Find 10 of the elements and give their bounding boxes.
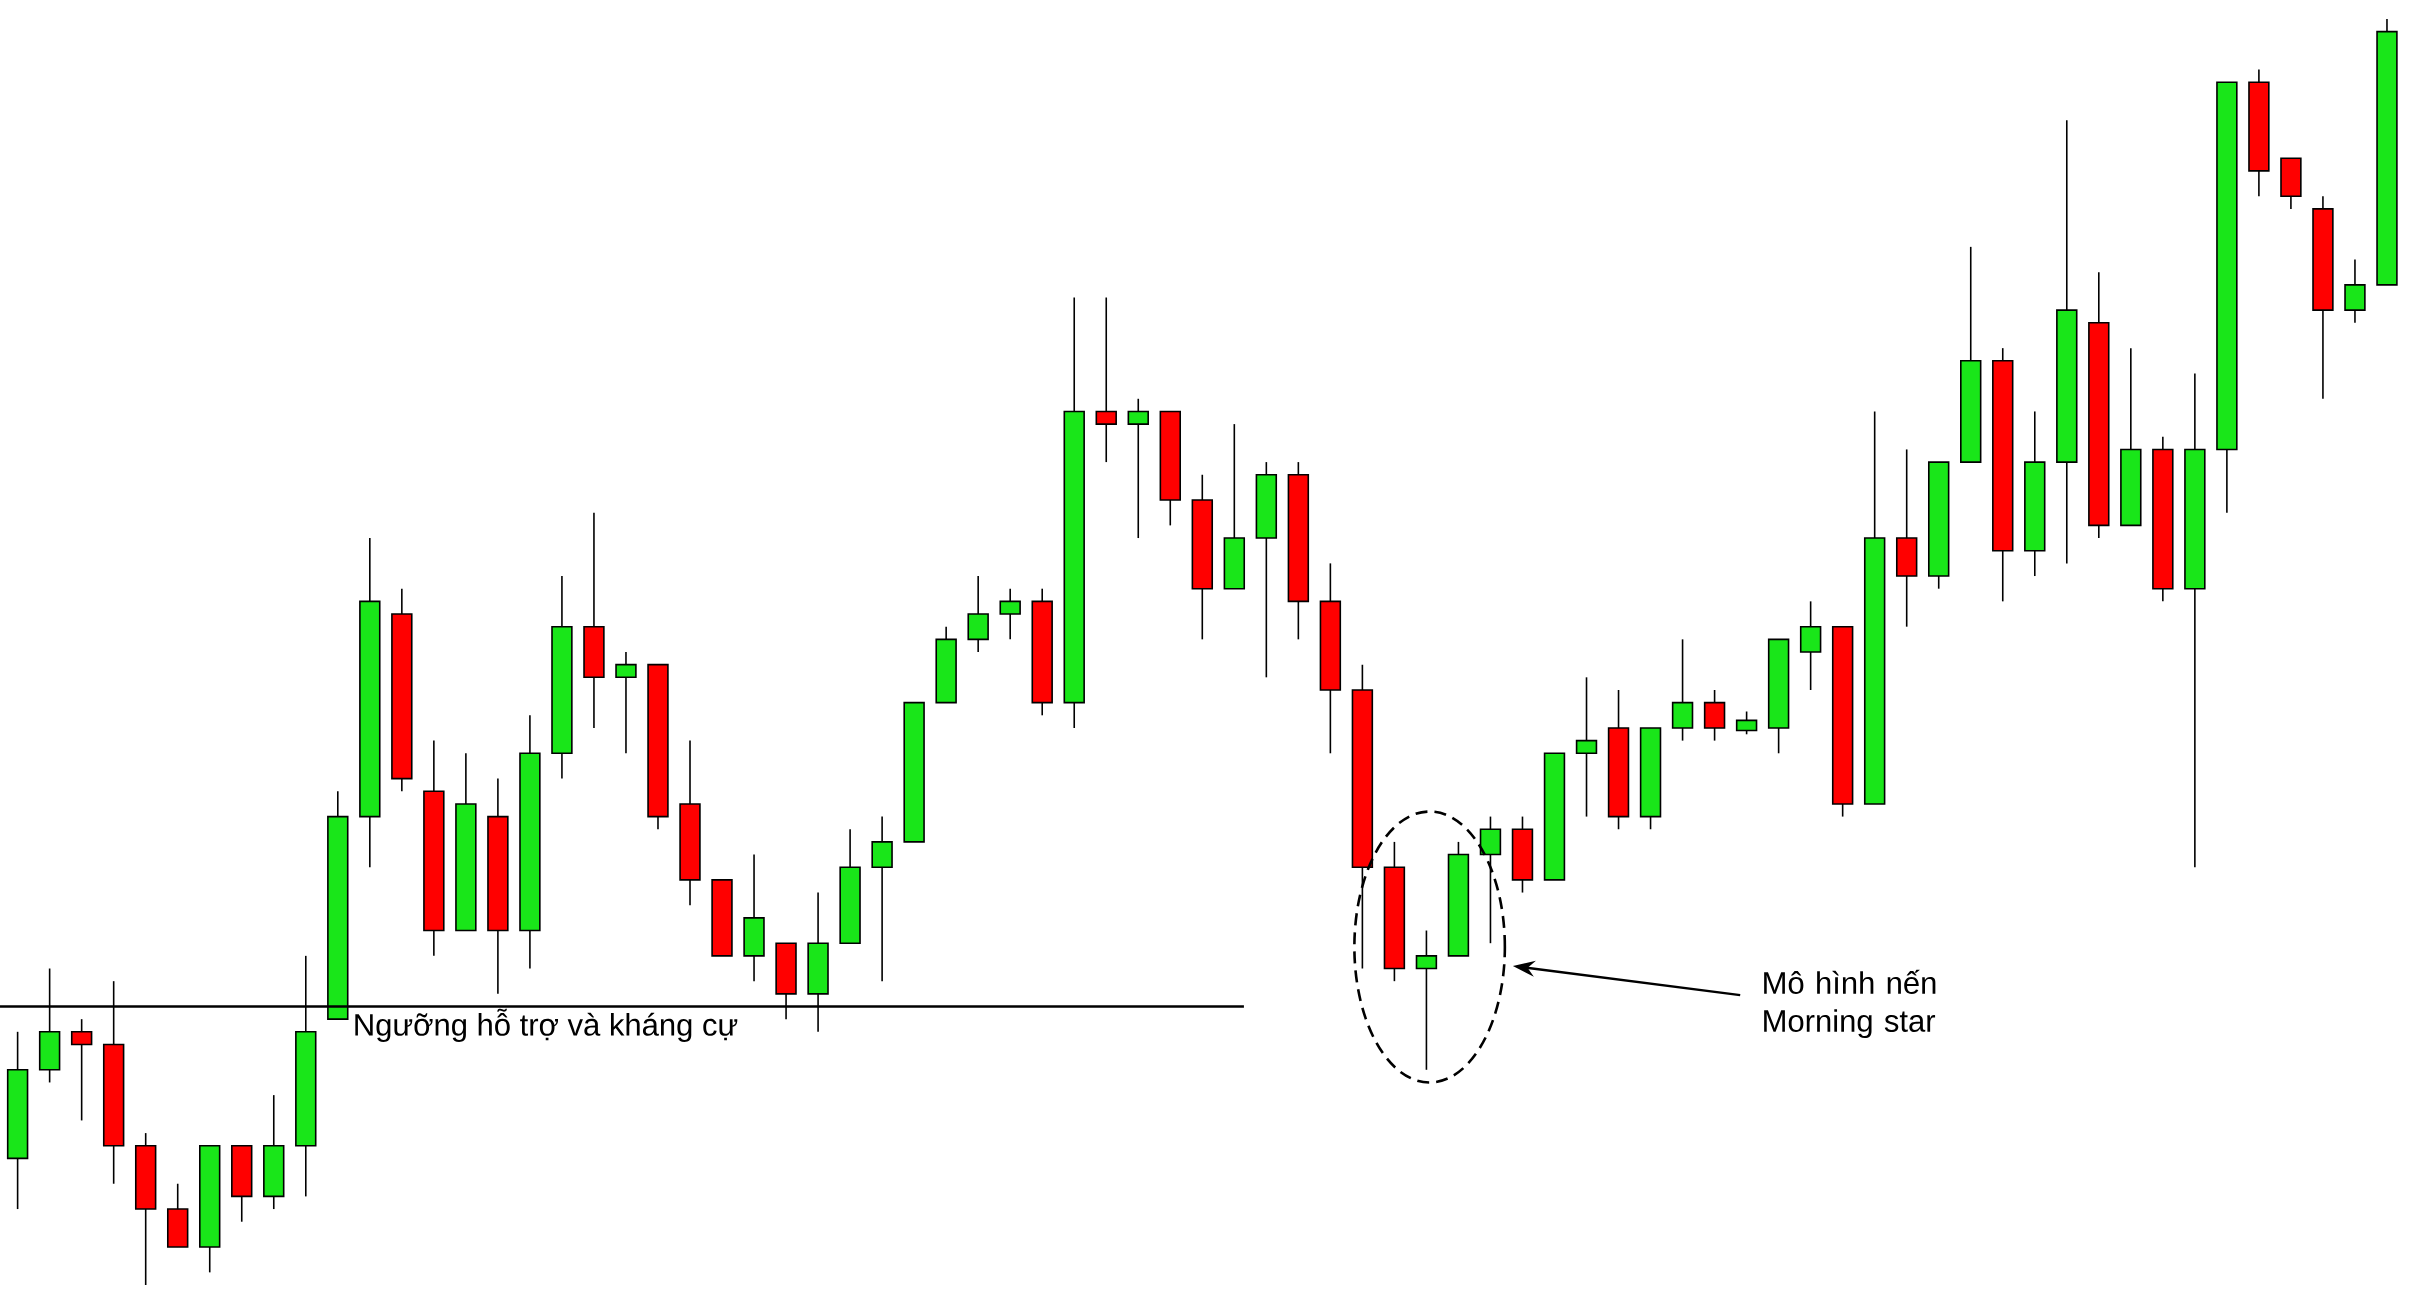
ref-line-label: Ngưỡng hỗ trợ và kháng cự (355, 1008, 738, 1042)
candlestick (1415, 929, 1438, 1071)
candlestick (1735, 710, 1758, 736)
candlestick (1095, 296, 1117, 463)
candlestick (1575, 676, 1598, 818)
candlestick (70, 1018, 93, 1122)
candlestick (615, 651, 637, 755)
candlestick (1127, 397, 1149, 539)
annotation: Mô hình nến Morning star (1764, 969, 1936, 1039)
candlestick (999, 587, 1021, 641)
